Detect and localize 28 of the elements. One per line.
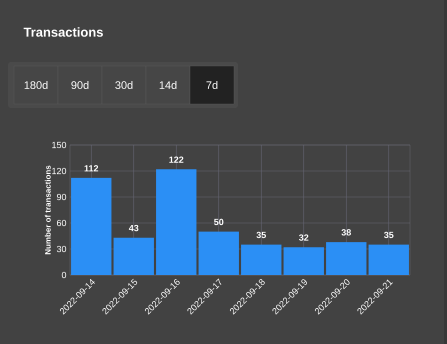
- text: 90d: [71, 80, 88, 90]
- y-tick-label: 90: [56, 194, 66, 200]
- bar: [114, 238, 154, 275]
- text: 180d: [24, 80, 48, 90]
- bar: [241, 244, 282, 275]
- y-tick-label: 120: [52, 168, 66, 174]
- data-label: 50: [214, 218, 224, 226]
- data-label: 35: [384, 232, 394, 238]
- bar: [326, 242, 366, 275]
- bar: [284, 247, 324, 275]
- y-tick-label: 150: [52, 142, 66, 148]
- y-tick-label: 60: [56, 220, 66, 226]
- y-tick-label: 0: [62, 272, 66, 278]
- bar: [156, 169, 196, 275]
- bar: [198, 232, 239, 275]
- bar: [71, 178, 112, 275]
- text: 30d: [115, 80, 132, 90]
- text: 7d: [206, 80, 218, 90]
- data-label: 35: [256, 232, 266, 238]
- data-label: 112: [84, 165, 98, 172]
- text: 14d: [160, 80, 176, 90]
- bar: [368, 244, 409, 275]
- data-label: 122: [169, 156, 184, 163]
- y-tick-label: 30: [56, 246, 66, 252]
- data-label: 43: [128, 224, 138, 232]
- data-label: 38: [341, 229, 351, 236]
- chart-title: Transactions: [24, 27, 103, 37]
- data-label: 32: [298, 234, 308, 241]
